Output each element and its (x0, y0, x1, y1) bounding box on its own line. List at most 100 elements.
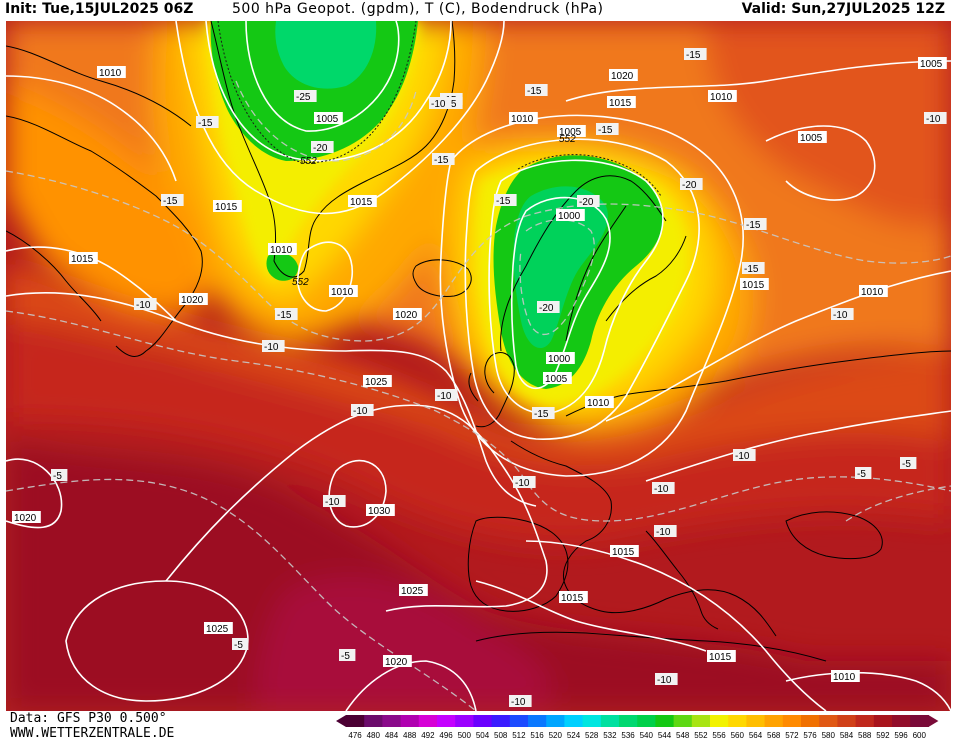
temperature-label-t-ab: -10 (831, 308, 854, 321)
temperature-label-t-s: -15 (596, 123, 619, 136)
isobar-1020-west (6, 458, 63, 529)
isobar-1015-east (645, 410, 951, 482)
colorbar-tick-label: 596 (894, 731, 908, 740)
pressure-label-p-1025-a: 1025 (363, 375, 392, 388)
pressure-label-box (179, 293, 208, 305)
pressure-label-p-1015-e: 1015 (740, 278, 769, 291)
isobar-1025-atlantic (165, 404, 548, 612)
colorbar-cell (455, 715, 474, 727)
temperature-label-box (742, 262, 765, 274)
colorbar-tick-label: 536 (621, 731, 635, 740)
colorbar-tick-label: 524 (567, 731, 581, 740)
pressure-label-box (204, 622, 233, 634)
pressure-label-text: 1010 (511, 114, 534, 125)
colorbar-tick-label: 508 (494, 731, 508, 740)
temperature-label-text: -10 (353, 406, 368, 417)
pressure-label-box (69, 252, 98, 264)
colorbar-tick-label: 500 (458, 731, 472, 740)
pressure-label-p-1015-b: 1015 (348, 195, 377, 208)
temperature-label-box (532, 407, 555, 419)
colorbar-tick-label: 492 (421, 731, 435, 740)
colorbar-tick-label: 592 (876, 731, 890, 740)
pressure-label-box (557, 125, 586, 137)
colorbar-tick-label: 600 (913, 731, 927, 740)
temperature-label-text: -20 (682, 180, 697, 191)
temperature-label-text: -15 (534, 409, 549, 420)
pressure-label-text: 1015 (561, 593, 584, 604)
colorbar-cell (837, 715, 857, 727)
temperature-label-text: -15 (496, 196, 511, 207)
temperature-label-t-w: -20 (680, 178, 703, 191)
temperature-label-box (654, 525, 677, 537)
colorbar-cell (382, 715, 402, 727)
isobar-1025-south (65, 580, 249, 702)
temperature-label-t-ak: -10 (429, 97, 452, 110)
colorbar-tick-label: 516 (530, 731, 544, 740)
isobar-1005-scandinavia (488, 159, 664, 415)
isobar-1015-iberia (475, 580, 707, 652)
pressure-label-box (329, 285, 358, 297)
temperature-label-box (577, 195, 600, 207)
pressure-label-text: 1010 (99, 68, 122, 79)
pressure-label-text: 1015 (609, 98, 632, 109)
temperature-label-t-t: -15 (744, 218, 767, 231)
temperature-label-box (513, 476, 536, 488)
field-red-band (6, 321, 951, 543)
coast-iceland (412, 259, 472, 297)
temperature-label-t-v: -20 (577, 195, 600, 208)
temperature-label-box (655, 673, 678, 685)
pressure-label-p-1010-c: 1010 (329, 285, 358, 298)
geopotential-labels: 552 552 552 (292, 134, 576, 288)
pressure-label-box (399, 584, 428, 596)
isobar-1015-scandinavia (439, 114, 744, 477)
pressure-label-text: 1005 (559, 127, 582, 138)
colorbar-tick-label: 520 (549, 731, 563, 740)
pressure-label-box (610, 545, 639, 557)
init-time: Init: Tue,15JUL2025 06Z (5, 1, 194, 17)
temperature-label-text: -10 (515, 478, 530, 489)
pressure-label-p-1005-c: 1005 (557, 125, 586, 138)
temperature-label-t-k: -5 (51, 469, 68, 482)
colorbar-tick-label: 576 (803, 731, 817, 740)
color-legend: 476 480 484 488 492 496 500 504 508 512 516 520 524 5… (336, 715, 939, 740)
temperature-label-box (432, 153, 455, 165)
temperature-label-text: -15 (598, 125, 613, 136)
website-credit: WWW.WETTERZENTRALE.DE (10, 726, 175, 741)
pressure-label-text: 1000 (548, 354, 571, 365)
isobar-1010-greenland (205, 21, 452, 162)
temperature-label-box (733, 449, 756, 461)
geopot-label-text: 552 (292, 277, 309, 288)
temperature-label-box (294, 90, 317, 102)
temperature-label-t-l: -5 (232, 638, 249, 651)
pressure-label-box (556, 209, 585, 221)
colorbar-tick-label: 480 (367, 731, 381, 740)
pressure-label-box (366, 504, 395, 516)
field-northeast-red (706, 21, 951, 227)
colorbar-tick-label: 528 (585, 731, 599, 740)
pressure-label-p-1010-b: 1010 (268, 243, 297, 256)
temperature-label-text: -15 (746, 220, 761, 231)
isobar-1010-scandinavia (464, 138, 700, 440)
pressure-label-text: 1025 (401, 586, 424, 597)
temperature-label-text: -10 (833, 310, 848, 321)
pressure-label-box (12, 511, 41, 523)
temperature-label-text: -10 (654, 484, 669, 495)
temperature-label-text: -10 (431, 99, 446, 110)
colorbar-tick-label: 568 (767, 731, 781, 740)
temperature-label-text: -15 (163, 196, 178, 207)
colorbar-right-arrow (928, 715, 939, 727)
pressure-label-text: 1015 (215, 202, 238, 213)
geopot-label-g-552-a: 552 (300, 156, 317, 167)
temperature-label-box (134, 298, 157, 310)
temperature-label-t-n: -25 (294, 90, 317, 103)
colorbar-tick-label: 556 (712, 731, 726, 740)
temperature-label-t-ah: -10 (654, 525, 677, 538)
colorbar-tick-label: 560 (731, 731, 745, 740)
temperature-label-t-o: -20 (311, 141, 334, 154)
pressure-label-box (314, 112, 343, 124)
temperature-label-text: -10 (136, 300, 151, 311)
pressure-label-box (585, 396, 614, 408)
temperature-labels: -15 -15 -15 -10 -10 -15 -10 -10 -10 -10 -5 -5 -5 -25 -… (51, 48, 947, 708)
colorbar-tick-label: 588 (858, 731, 872, 740)
colorbar-cell (819, 715, 838, 727)
